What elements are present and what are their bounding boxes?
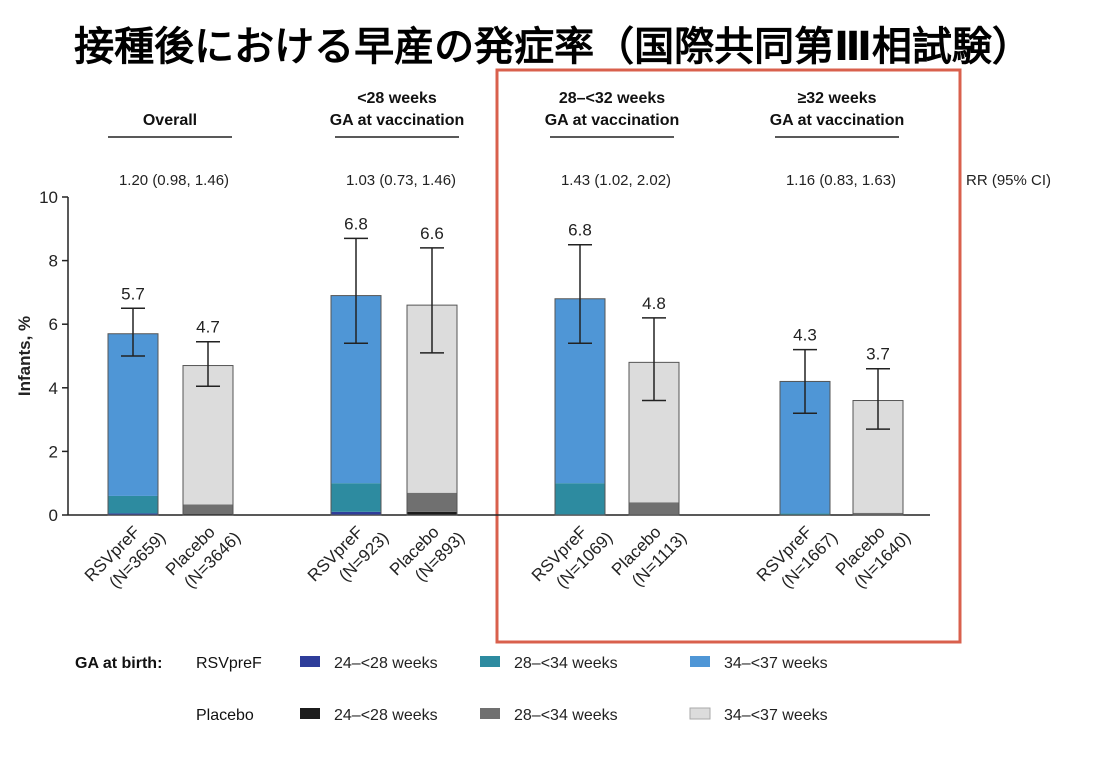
legend-swatch-34-37 <box>689 707 711 720</box>
x-category-label: Placebo(N=1640) <box>832 512 914 594</box>
bar-segment-28-34 <box>555 483 605 515</box>
highlight-box <box>495 68 962 644</box>
y-axis-label: Infants, % <box>15 316 34 396</box>
legend-title: GA at birth: <box>75 655 162 672</box>
rr-value: 1.20 (0.98, 1.46) <box>119 172 229 189</box>
bar-segment-28-34 <box>853 512 903 515</box>
bar-segment-28-34 <box>108 495 158 514</box>
bar-value-label: 6.6 <box>420 224 444 243</box>
bar-segment-28-34 <box>629 502 679 515</box>
bar-value-label: 4.3 <box>793 326 817 345</box>
legend-item-label: 28–<34 weeks <box>514 655 618 672</box>
y-tick-label: 2 <box>49 442 58 461</box>
page-title: 接種後における早産の発症率（国際共同第Ⅲ相試験） <box>74 24 1032 70</box>
bar-segment-34-37 <box>108 333 158 496</box>
bar-value-label: 4.7 <box>196 318 220 337</box>
bar-segment-28-34 <box>183 504 233 515</box>
bar-segment-24-28 <box>108 513 158 515</box>
group-title-line1: 28–<32 weeks <box>559 90 665 107</box>
group-title-line1: Overall <box>143 112 197 129</box>
legend-swatch-28-34 <box>480 656 500 667</box>
bar-value-label: 4.8 <box>642 294 666 313</box>
bar-segment-28-34 <box>780 513 830 515</box>
x-category-label: RSVpreF(N=3659) <box>81 512 169 600</box>
legend-item-label: 34–<37 weeks <box>724 707 828 724</box>
y-tick-label: 8 <box>49 252 58 271</box>
bar-value-label: 6.8 <box>568 221 592 240</box>
legend-item-label: 24–<28 weeks <box>334 707 438 724</box>
y-tick-label: 4 <box>49 379 58 398</box>
group-title-line2: GA at vaccination <box>330 112 465 129</box>
group-title-line1: <28 weeks <box>357 90 437 107</box>
legend-item-label: 24–<28 weeks <box>334 655 438 672</box>
bar-value-label: 6.8 <box>344 214 368 233</box>
x-category-label: Placebo(N=1113) <box>608 512 690 594</box>
legend-arm-label: Placebo <box>196 707 254 724</box>
y-tick-label: 6 <box>49 315 58 334</box>
bar-segment-24-28 <box>407 511 457 515</box>
bar-value-label: 5.7 <box>121 284 145 303</box>
bar-value-label: 3.7 <box>866 345 890 364</box>
legend-swatch-24-28 <box>300 656 320 667</box>
group-title-line1: ≥32 weeks <box>797 90 876 107</box>
rr-value: 1.03 (0.73, 1.46) <box>346 172 456 189</box>
rr-header-label: RR (95% CI) <box>966 172 1051 189</box>
bar-segment-24-28 <box>331 511 381 515</box>
y-tick-label: 0 <box>49 506 58 525</box>
x-category-label: Placebo(N=893) <box>386 512 468 594</box>
x-category-label: RSVpreF(N=923) <box>304 512 392 600</box>
legend-swatch-28-34 <box>480 708 500 719</box>
legend-item-label: 34–<37 weeks <box>724 655 828 672</box>
bar-segment-28-34 <box>407 492 457 512</box>
group-title-line2: GA at vaccination <box>770 112 905 129</box>
bar-segment-34-37 <box>183 365 233 505</box>
legend-item-label: 28–<34 weeks <box>514 707 618 724</box>
legend-swatch-24-28 <box>300 708 320 719</box>
rr-value: 1.43 (1.02, 2.02) <box>561 172 671 189</box>
bar-segment-28-34 <box>331 483 381 512</box>
rr-value: 1.16 (0.83, 1.63) <box>786 172 896 189</box>
legend-swatch-34-37 <box>690 656 710 667</box>
legend-arm-label: RSVpreF <box>196 655 262 672</box>
x-category-label: RSVpreF(N=1069) <box>528 512 616 600</box>
y-tick-label: 10 <box>39 188 58 207</box>
x-category-label: RSVpreF(N=1667) <box>753 512 841 600</box>
group-title-line2: GA at vaccination <box>545 112 680 129</box>
x-category-label: Placebo(N=3646) <box>162 512 244 594</box>
